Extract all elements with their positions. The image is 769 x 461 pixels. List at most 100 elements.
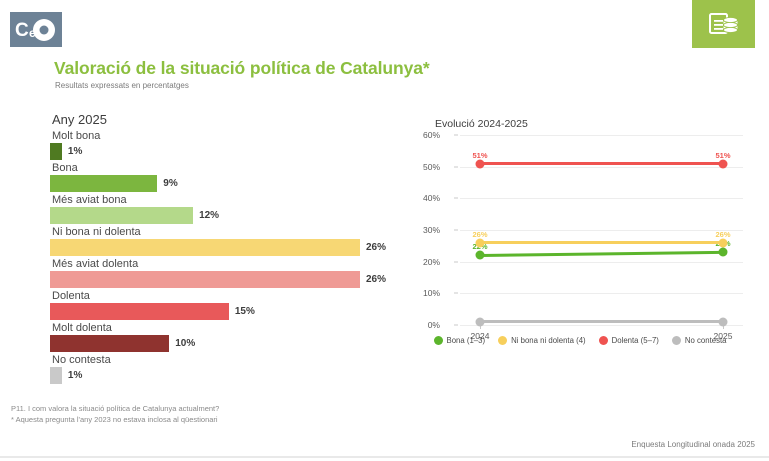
- bar-segment: [50, 367, 62, 384]
- bar-value-label: 1%: [67, 370, 83, 381]
- legend-color-swatch: [433, 336, 443, 345]
- bar-line: 9%: [50, 175, 400, 192]
- bar-category-label: Més aviat dolenta: [52, 258, 139, 270]
- legend-item[interactable]: Ni bona ni dolenta (4): [498, 336, 586, 345]
- ceo-logo: C e: [10, 12, 62, 47]
- bar-row: Bona 9%: [50, 161, 400, 192]
- bar-value-label: 15%: [234, 306, 255, 317]
- bar-category-label: Ni bona ni dolenta: [52, 226, 141, 238]
- data-point-label: 51%: [715, 150, 731, 160]
- gridline: [460, 198, 743, 200]
- footer-divider: [0, 456, 769, 458]
- bar-chart: Any 2025 Molt bona 1% Bona 9% Més aviat bona…: [50, 112, 400, 387]
- page-subtitle: Resultats expressats en percentatges: [55, 81, 189, 90]
- bar-chart-year-label: Any 2025: [52, 112, 107, 127]
- data-point-marker: [475, 159, 485, 168]
- bar-row: No contesta 1%: [50, 353, 400, 384]
- legend-color-swatch: [498, 336, 508, 345]
- bar-segment: [50, 207, 194, 224]
- legend-color-swatch: [598, 336, 608, 345]
- bar-value-label: 26%: [366, 274, 387, 285]
- bar-value-label: 1%: [67, 146, 83, 157]
- bar-line: 1%: [50, 367, 400, 384]
- bar-category-label: Bona: [52, 162, 78, 174]
- bar-category-label: No contesta: [52, 354, 111, 366]
- y-axis-tick-label: 30%: [422, 225, 440, 235]
- y-axis-tick-label: 0%: [427, 320, 440, 330]
- bar-segment: [50, 175, 158, 192]
- bar-row: Dolenta 15%: [50, 289, 400, 320]
- line-chart-legend: Bona (1–3) Ni bona ni dolenta (4) Dolenta …: [405, 336, 755, 345]
- bar-value-label: 26%: [366, 242, 387, 253]
- data-point-marker: [718, 159, 728, 168]
- gridline: [460, 230, 743, 231]
- bar-line: 1%: [50, 143, 400, 160]
- data-point-marker: [718, 317, 728, 327]
- bar-category-label: Molt bona: [52, 130, 101, 142]
- bar-row: Més aviat bona 12%: [50, 193, 400, 224]
- bar-row: Molt dolenta 10%: [50, 321, 400, 352]
- gridline: [460, 135, 743, 136]
- y-tick-mark: [454, 324, 458, 326]
- x-tick-mark: [723, 325, 724, 329]
- data-point-label: 26%: [472, 229, 488, 239]
- data-point-label: 26%: [715, 229, 731, 239]
- line-chart: Evolució 2024-2025 0% 10% 20% 30% 40% 50% 60% 2…: [405, 112, 755, 362]
- y-tick-mark: [454, 166, 458, 168]
- line-series-segment: [480, 162, 723, 165]
- line-chart-title: Evolució 2024-2025: [435, 118, 528, 130]
- gridline: [460, 293, 743, 295]
- legend-label: No contesta: [684, 336, 727, 345]
- y-axis-tick-label: 10%: [422, 288, 440, 299]
- y-axis-tick-label: 60%: [422, 130, 440, 140]
- legend-color-swatch: [671, 336, 681, 345]
- bar-segment: [50, 143, 62, 160]
- x-axis-tick-label: 2024: [470, 331, 490, 341]
- legend-item[interactable]: No contesta: [671, 336, 727, 345]
- bar-line: 15%: [50, 303, 400, 320]
- page-title: Valoració de la situació política de Cat…: [54, 58, 430, 78]
- bar-category-label: Molt dolenta: [52, 322, 112, 334]
- y-tick-mark: [454, 292, 458, 294]
- bar-category-label: Dolenta: [52, 290, 90, 302]
- bar-value-label: 12%: [199, 210, 220, 221]
- chart-database-icon: [692, 0, 755, 48]
- y-tick-mark: [454, 229, 458, 231]
- bar-rows-container: Molt bona 1% Bona 9% Més aviat bona 12% Ni bon…: [50, 129, 400, 384]
- svg-text:e: e: [29, 26, 36, 40]
- y-tick-mark: [454, 197, 458, 199]
- gridline: [460, 261, 743, 263]
- footer-note-question: P11. I com valora la situació política d…: [11, 404, 220, 413]
- x-tick-mark: [480, 325, 481, 329]
- data-point-marker: [718, 247, 728, 257]
- data-point-marker: [475, 238, 485, 248]
- y-axis-tick-label: 40%: [422, 193, 440, 204]
- y-axis-tick-label: 50%: [422, 161, 440, 172]
- bar-segment: [50, 239, 360, 256]
- y-tick-mark: [454, 134, 458, 136]
- source-label: Enquesta Longitudinal onada 2025: [631, 440, 755, 449]
- bar-category-label: Més aviat bona: [52, 194, 127, 206]
- bar-segment: [50, 303, 229, 320]
- footer-notes: P11. I com valora la situació política d…: [11, 403, 219, 425]
- line-series-segment: [480, 320, 723, 324]
- bar-row: Ni bona ni dolenta 26%: [50, 225, 400, 256]
- legend-item[interactable]: Dolenta (5–7): [598, 336, 659, 345]
- bar-line: 26%: [50, 271, 400, 288]
- legend-item[interactable]: Bona (1–3): [433, 336, 486, 345]
- bar-value-label: 10%: [175, 338, 196, 349]
- line-series-segment: [479, 250, 724, 257]
- data-point-marker: [718, 238, 728, 248]
- svg-text:C: C: [15, 20, 29, 41]
- x-axis-tick-label: 2025: [713, 331, 733, 341]
- bar-line: 26%: [50, 239, 400, 256]
- y-tick-mark: [454, 261, 458, 263]
- data-point-label: 51%: [472, 150, 488, 160]
- bar-segment: [50, 271, 360, 288]
- bar-segment: [50, 335, 170, 352]
- legend-label: Bona (1–3): [446, 336, 486, 345]
- gridline: [460, 325, 743, 326]
- data-point-marker: [475, 317, 485, 327]
- data-point-marker: [475, 250, 485, 260]
